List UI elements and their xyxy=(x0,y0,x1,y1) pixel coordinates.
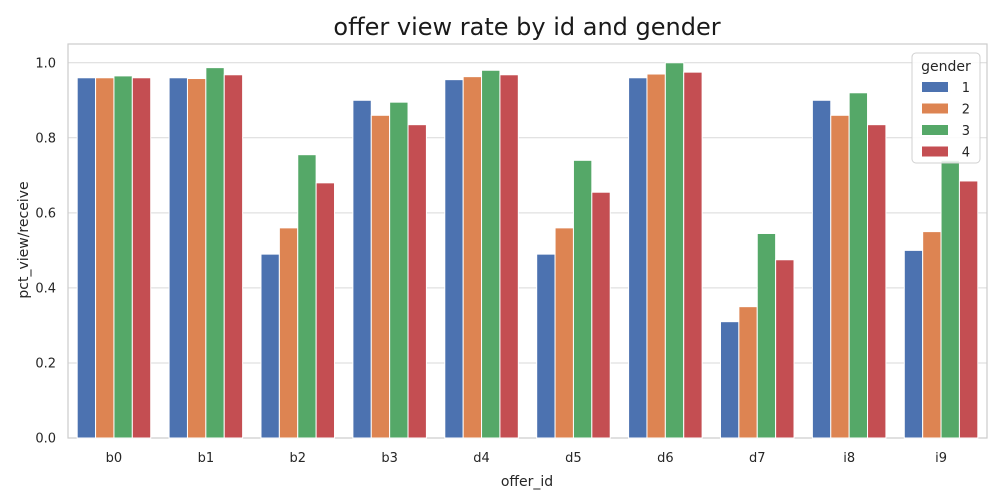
bar-b1-gender-2 xyxy=(186,78,207,439)
bar-b3-gender-2 xyxy=(370,114,391,439)
bar-b2-gender-3 xyxy=(297,154,317,439)
bar-i8-gender-3 xyxy=(848,92,869,439)
y-tick-label: 0.8 xyxy=(35,131,56,146)
bar-b1-gender-3 xyxy=(205,67,225,439)
bar-d5-gender-2 xyxy=(554,227,574,439)
bar-i9-gender-2 xyxy=(922,231,942,439)
bar-b3-gender-3 xyxy=(389,101,409,439)
legend-swatch-3 xyxy=(922,125,948,135)
y-tick-label: 1.0 xyxy=(35,56,56,71)
plot-area: 0.0 0.2 0.4 0.6 0.8 1.0 b0 b1 b2 b3 d4 d5 d6 d7 i8 i9 ge… xyxy=(35,43,988,466)
x-tick-label: d5 xyxy=(565,451,582,466)
bar-d6-gender-4 xyxy=(683,71,703,439)
x-tick-label: d7 xyxy=(749,451,766,466)
bar-b3-gender-4 xyxy=(407,124,427,439)
bar-d7-gender-2 xyxy=(738,306,758,439)
legend-swatch-4 xyxy=(922,146,948,157)
bar-d7-gender-4 xyxy=(775,259,795,439)
x-tick-label: b3 xyxy=(381,451,398,466)
x-tick-label: b0 xyxy=(106,451,123,466)
bar-b2-gender-4 xyxy=(315,182,336,439)
chart-title: offer view rate by id and gender xyxy=(333,13,720,41)
plot-frame xyxy=(67,43,988,439)
x-tick-label: i8 xyxy=(843,451,855,466)
legend-label-2: 2 xyxy=(962,103,970,118)
bar-b3-gender-1 xyxy=(352,99,372,439)
bar-d5-gender-3 xyxy=(572,159,593,439)
bar-d5-gender-1 xyxy=(536,253,556,439)
bar-d4-gender-3 xyxy=(481,69,501,439)
bar-b0-gender-3 xyxy=(113,75,133,439)
y-tick-label: 0.0 xyxy=(35,432,56,447)
legend-title: gender xyxy=(921,59,971,75)
x-tick-label: d6 xyxy=(657,451,674,466)
bar-d7-gender-3 xyxy=(756,232,777,439)
legend-label-1: 1 xyxy=(962,81,970,96)
bar-b1-gender-4 xyxy=(223,74,244,439)
x-tick-label: i9 xyxy=(935,451,947,466)
x-tick-label: b2 xyxy=(289,451,306,466)
bar-d4-gender-1 xyxy=(444,79,464,439)
legend-label-3: 3 xyxy=(962,124,970,139)
bar-b2-gender-2 xyxy=(278,227,299,439)
bar-d4-gender-4 xyxy=(499,74,519,439)
bar-i9-gender-1 xyxy=(903,249,924,439)
x-tick-label: b1 xyxy=(198,451,215,466)
legend-swatch-2 xyxy=(922,103,948,114)
legend-swatch-1 xyxy=(922,82,948,92)
x-axis-label: offer_id xyxy=(501,474,553,490)
bar-d6-gender-3 xyxy=(664,62,685,439)
bar-i8-gender-4 xyxy=(867,124,887,439)
bar-i9-gender-4 xyxy=(958,180,979,439)
bar-i8-gender-1 xyxy=(811,99,832,439)
bar-d4-gender-2 xyxy=(462,76,483,439)
legend-label-4: 4 xyxy=(962,146,970,161)
bar-i9-gender-3 xyxy=(940,159,960,439)
bar-b0-gender-2 xyxy=(95,77,115,439)
y-tick-label: 0.6 xyxy=(35,206,56,221)
bar-d6-gender-2 xyxy=(646,73,666,439)
bar-b0-gender-1 xyxy=(76,77,97,439)
bar-d7-gender-1 xyxy=(719,321,740,439)
bar-b2-gender-1 xyxy=(260,253,280,439)
bar-b0-gender-4 xyxy=(131,77,152,439)
bar-b1-gender-1 xyxy=(168,77,188,439)
y-tick-label: 0.4 xyxy=(35,281,56,296)
bar-i8-gender-2 xyxy=(830,114,850,439)
x-tick-label: d4 xyxy=(473,451,490,466)
bar-d5-gender-4 xyxy=(591,191,611,439)
bar-d6-gender-1 xyxy=(628,77,648,439)
y-axis-label: pct_view/receive xyxy=(16,181,32,298)
y-tick-label: 0.2 xyxy=(35,356,56,371)
